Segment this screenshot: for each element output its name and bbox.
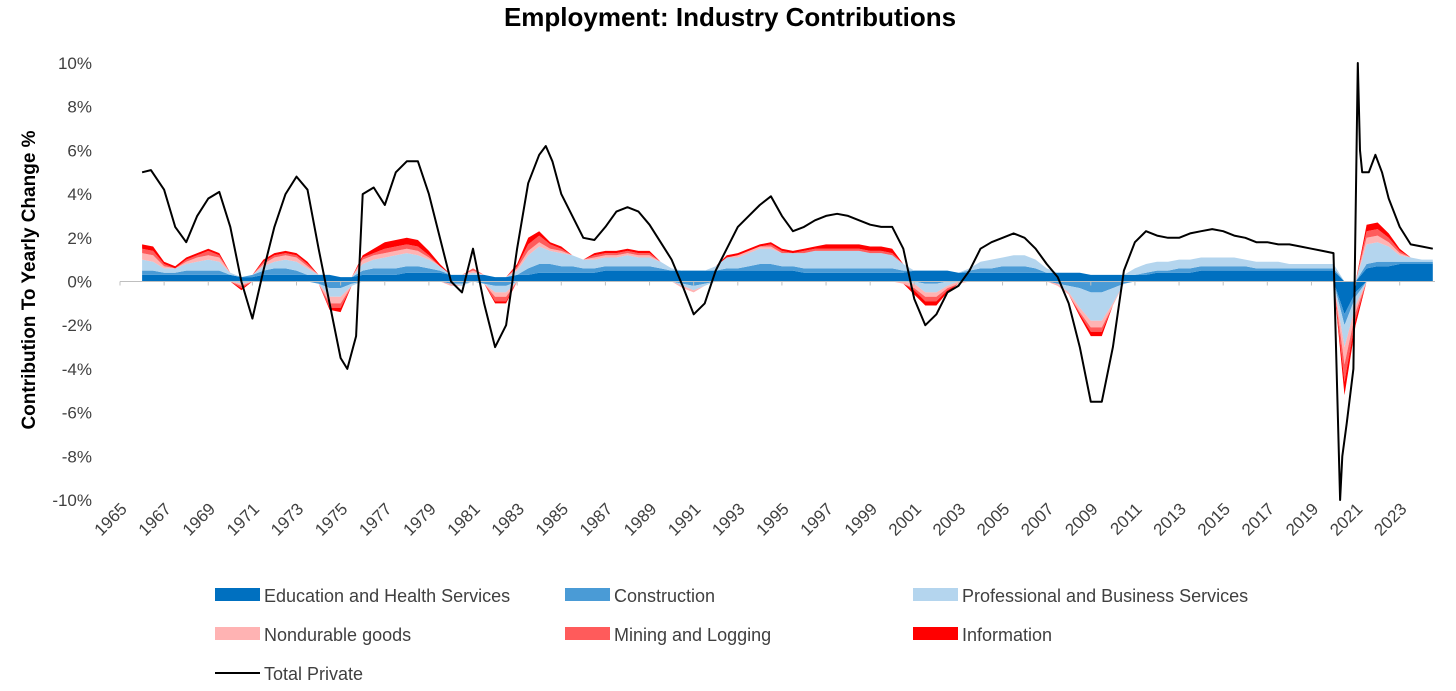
- x-tick-label: 1969: [179, 499, 219, 539]
- x-tick-label: 1977: [355, 499, 395, 539]
- y-tick-label: 8%: [67, 98, 92, 117]
- x-tick-label: 1995: [753, 499, 793, 539]
- legend-swatch: [913, 588, 958, 601]
- y-tick-label: 4%: [67, 185, 92, 204]
- x-tick-label: 2001: [885, 499, 925, 539]
- x-tick-label: 2019: [1282, 499, 1322, 539]
- x-tick-label: 1997: [797, 499, 837, 539]
- legend-label: Construction: [614, 586, 715, 606]
- y-axis-label: Contribution To Yearly Change %: [19, 130, 40, 429]
- y-tick-label: 0%: [67, 273, 92, 292]
- x-tick-label: 1991: [664, 499, 704, 539]
- x-tick-label: 1999: [841, 499, 881, 539]
- y-tick-label: -8%: [62, 447, 92, 466]
- x-tick-label: 2017: [1238, 499, 1278, 539]
- plot-areas: [142, 222, 1433, 396]
- legend-label: Total Private: [264, 664, 363, 684]
- x-tick-labels: 1965 1967 1969 1971 1973 1975 1977 1979 1981 1983…: [91, 499, 1411, 539]
- x-tick-label: 2013: [1150, 499, 1190, 539]
- x-tick-label: 1989: [620, 499, 660, 539]
- legend-swatch: [565, 588, 610, 601]
- y-tick-labels: 10% 8% 6% 4% 2% 0% -2% -4% -6% -8% -10%: [52, 54, 92, 510]
- legend-label: Nondurable goods: [264, 625, 411, 645]
- legend-label: Mining and Logging: [614, 625, 771, 645]
- x-tick-label: 2015: [1194, 499, 1234, 539]
- y-tick-label: -10%: [52, 491, 92, 510]
- legend-label: Professional and Business Services: [962, 586, 1248, 606]
- x-tick-label: 1973: [267, 499, 307, 539]
- y-tick-label: 2%: [67, 229, 92, 248]
- x-tick-label: 1983: [488, 499, 528, 539]
- x-tick-label: 1971: [223, 499, 263, 539]
- chart-title: Employment: Industry Contributions: [504, 2, 956, 32]
- legend-swatch: [215, 588, 260, 601]
- x-tick-label: 1967: [135, 499, 175, 539]
- x-tick-label: 1979: [400, 499, 440, 539]
- y-tick-label: 6%: [67, 141, 92, 160]
- x-tick-label: 1985: [532, 499, 572, 539]
- area-information-pos: [142, 222, 1433, 282]
- x-tick-label: 1981: [444, 499, 484, 539]
- zero-axis: [119, 281, 1435, 286]
- legend-label: Education and Health Services: [264, 586, 510, 606]
- legend-swatch: [215, 627, 260, 640]
- y-tick-label: 10%: [58, 54, 92, 73]
- y-tick-label: -2%: [62, 316, 92, 335]
- x-tick-label: 2007: [1017, 499, 1057, 539]
- x-tick-label: 1975: [311, 499, 351, 539]
- series-line-total-private: [141, 62, 1433, 501]
- legend-label: Information: [962, 625, 1052, 645]
- x-tick-label: 1987: [576, 499, 616, 539]
- x-tick-label: 2011: [1106, 499, 1145, 538]
- x-tick-label: 1993: [708, 499, 748, 539]
- x-tick-label: 2023: [1370, 499, 1410, 539]
- area-professional-and-business-services-pos: [142, 242, 1433, 282]
- area-professional-and-business-services-neg: [142, 281, 1433, 348]
- x-tick-label: 2003: [929, 499, 969, 539]
- x-tick-label: 2009: [1061, 499, 1101, 539]
- legend-swatch: [565, 627, 610, 640]
- x-tick-label: 2005: [973, 499, 1013, 539]
- legend-swatch: [913, 627, 958, 640]
- x-tick-label: 2021: [1326, 499, 1366, 539]
- x-tick-label: 1965: [91, 499, 131, 539]
- area-construction-pos: [142, 261, 1433, 282]
- legend: Education and Health Services Constructio…: [215, 586, 1248, 684]
- y-tick-label: -6%: [62, 404, 92, 423]
- area-education-and-health-services-pos: [142, 264, 1433, 282]
- total-private-line: [141, 62, 1433, 501]
- y-tick-label: -4%: [62, 360, 92, 379]
